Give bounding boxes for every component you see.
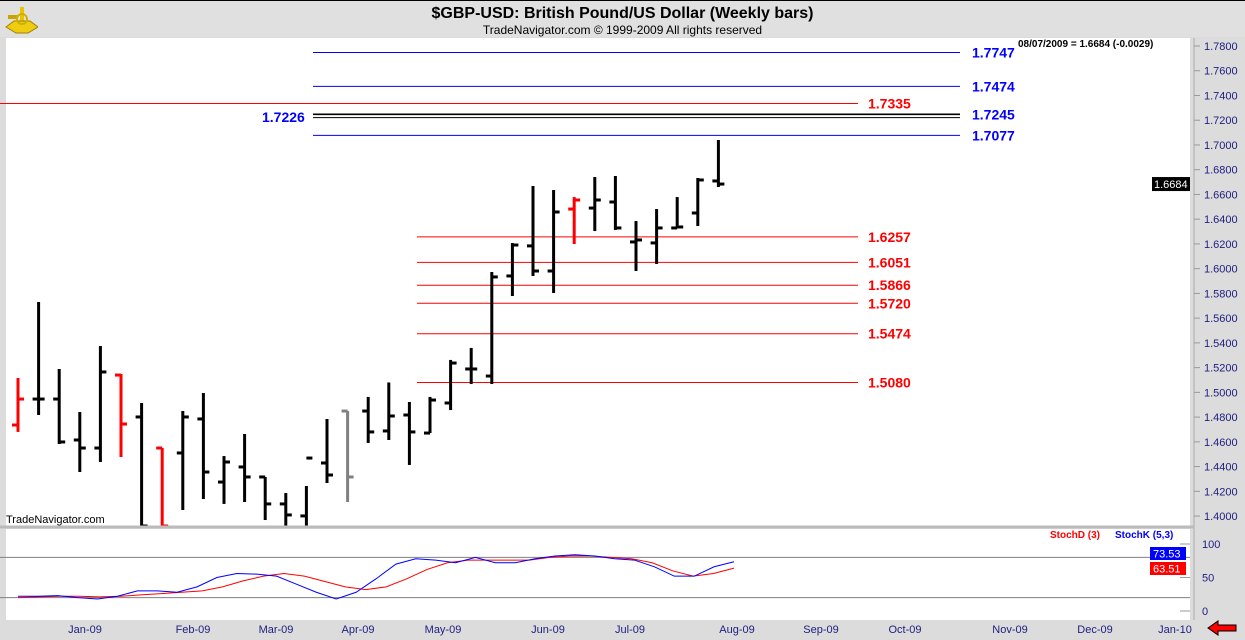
status-readout: 08/07/2009 = 1.6684 (-0.0029) <box>1018 39 1153 50</box>
level-label: 1.7474 <box>972 78 1015 94</box>
y-tick-label: 1.5400 <box>1204 338 1238 350</box>
x-tick-label: Jan-09 <box>68 624 102 636</box>
x-tick-label: Jun-09 <box>531 624 565 636</box>
x-tick-label: Feb-09 <box>176 624 211 636</box>
y-tick-label: 1.7200 <box>1204 115 1238 127</box>
stochk-value: 73.53 <box>1153 549 1181 561</box>
y-tick-label: 50 <box>1202 573 1214 585</box>
copyright-text: TradeNavigator.com © 1999-2009 All right… <box>482 23 763 37</box>
y-tick-label: 1.6800 <box>1204 165 1238 177</box>
x-tick-label: Mar-09 <box>259 624 294 636</box>
level-label: 1.7245 <box>972 107 1015 123</box>
x-tick-label: Aug-09 <box>719 624 754 636</box>
x-tick-label: Jul-09 <box>615 624 645 636</box>
x-tick-label: Jan-10 <box>1158 624 1192 636</box>
y-tick-label: 1.7800 <box>1204 41 1238 53</box>
level-label: 1.6257 <box>868 229 911 245</box>
level-label: 1.7747 <box>972 45 1015 61</box>
last-price-label: 1.6684 <box>1154 179 1188 191</box>
stoch-panel <box>6 529 1190 620</box>
stoch-line-d <box>17 555 735 599</box>
y-tick-label: 1.4600 <box>1204 437 1238 449</box>
level-label: 1.5474 <box>868 326 911 342</box>
y-tick-label: 1.7000 <box>1204 140 1238 152</box>
level-label: 1.5080 <box>868 374 911 390</box>
stochd-value: 63.51 <box>1153 564 1181 576</box>
y-tick-label: 1.5200 <box>1204 363 1238 375</box>
title-bar: $GBP-USD: British Pound/US Dollar (Weekl… <box>0 0 1245 37</box>
sextant-logo-icon <box>5 7 38 34</box>
y-tick-label: 1.6600 <box>1204 189 1238 201</box>
x-tick-label: Dec-09 <box>1077 624 1112 636</box>
level-label: 1.7335 <box>868 96 911 112</box>
stochk-value-box <box>1150 547 1186 560</box>
y-tick-label: 1.7400 <box>1204 90 1238 102</box>
level-label: 1.6051 <box>868 254 911 270</box>
level-label: 1.5866 <box>868 277 911 293</box>
level-label: 1.7077 <box>972 127 1015 143</box>
x-tick-label: Nov-09 <box>992 624 1027 636</box>
y-tick-label: 1.4800 <box>1204 412 1238 424</box>
y-tick-label: 1.6400 <box>1204 214 1238 226</box>
x-tick-label: Oct-09 <box>888 624 921 636</box>
watermark: TradeNavigator.com <box>6 514 105 526</box>
y-tick-label: 1.5600 <box>1204 313 1238 325</box>
stochd-value-box <box>1150 562 1186 575</box>
x-tick-label: Apr-09 <box>341 624 374 636</box>
y-tick-label: 1.7600 <box>1204 66 1238 78</box>
y-tick-label: 1.6200 <box>1204 239 1238 251</box>
scroll-left-arrow-icon[interactable] <box>1207 620 1237 636</box>
level-label: 1.7226 <box>262 109 305 125</box>
legend-stochd: StochD (3) <box>1050 530 1100 541</box>
y-tick-label: 0 <box>1202 606 1208 618</box>
x-tick-label: Sep-09 <box>803 624 838 636</box>
x-tick-label: May-09 <box>425 624 462 636</box>
level-label: 1.5720 <box>868 295 911 311</box>
y-tick-label: 1.5000 <box>1204 387 1238 399</box>
last-price-box <box>1152 177 1190 192</box>
y-tick-label: 100 <box>1202 539 1220 551</box>
y-tick-label: 1.4200 <box>1204 486 1238 498</box>
chart-title: $GBP-USD: British Pound/US Dollar (Weekl… <box>431 5 814 22</box>
y-tick-label: 1.4400 <box>1204 462 1238 474</box>
y-tick-label: 1.4000 <box>1204 511 1238 523</box>
stoch-line-k <box>18 554 735 600</box>
y-tick-label: 1.5800 <box>1204 288 1238 300</box>
y-tick-label: 1.6000 <box>1204 264 1238 276</box>
legend-stochk: StochK (5,3) <box>1115 530 1173 541</box>
